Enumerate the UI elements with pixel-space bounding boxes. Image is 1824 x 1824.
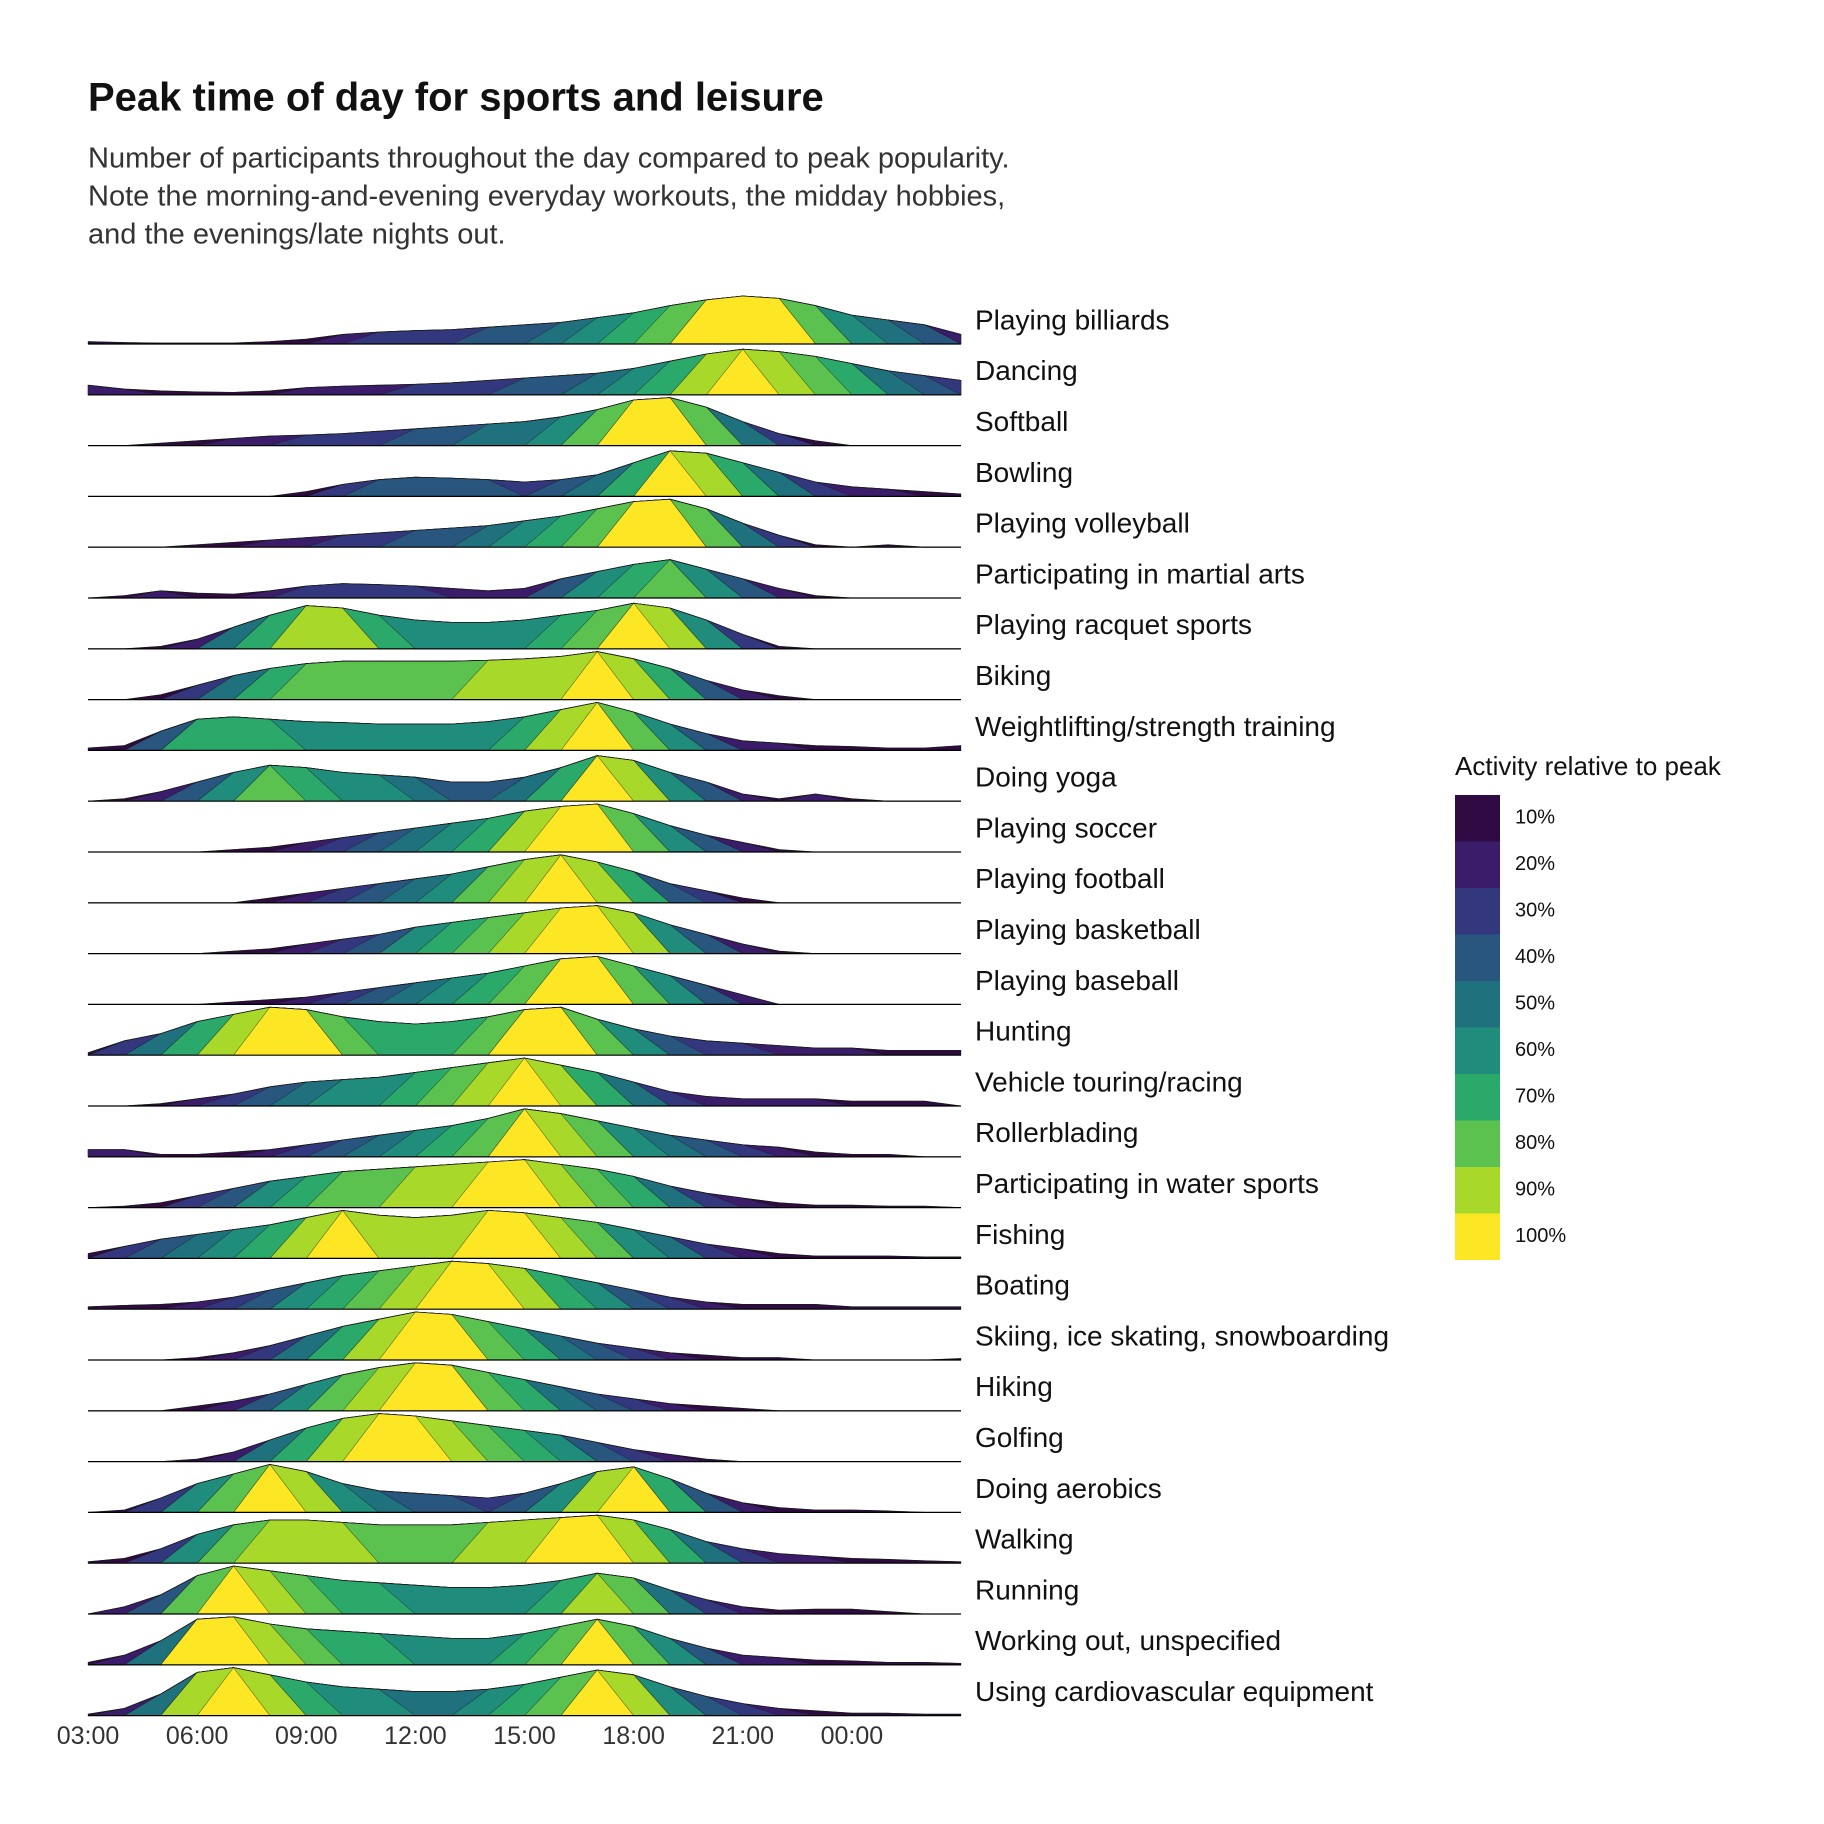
ridge-outline [87,1616,962,1664]
row-label: Fishing [975,1219,1065,1250]
ridge-outline [88,397,961,446]
legend-swatch [1455,934,1500,981]
ridge-outline [87,1006,961,1054]
row-label: Rollerblading [975,1117,1138,1148]
x-tick-label: 03:00 [57,1722,120,1750]
legend-swatch [1455,981,1500,1028]
ridge-outline [87,1209,961,1258]
row-label: Playing volleyball [975,508,1190,539]
legend-label: 50% [1515,992,1555,1014]
row-label: Participating in water sports [975,1168,1319,1199]
chart-title: Peak time of day for sports and leisure [88,76,824,120]
legend-swatch [1455,1213,1500,1260]
x-tick-label: 06:00 [166,1722,229,1750]
row-label: Hunting [975,1016,1072,1047]
legend-swatch [1455,1167,1500,1214]
legend-label: 60% [1515,1039,1555,1061]
level-band [88,854,961,904]
ridge-outline [87,1463,961,1513]
ridge-outline [87,1565,961,1615]
legend-swatch [1455,795,1500,842]
subtitle: Number of participants throughout the da… [88,143,1010,175]
row-label: Biking [975,660,1051,691]
legend-label: 30% [1515,899,1555,921]
row-label: Hiking [975,1371,1053,1402]
row-label: Playing soccer [975,812,1157,843]
row-label: Walking [975,1524,1074,1555]
level-band [88,1108,961,1158]
row-label: Playing basketball [975,914,1201,945]
row-label: Playing billiards [975,304,1170,335]
legend-swatch [1455,1027,1500,1074]
row-label: Weightlifting/strength training [975,711,1336,742]
ridge-outline [87,295,962,344]
subtitle: and the evenings/late nights out. [88,219,506,251]
legend-label: 90% [1515,1178,1555,1200]
row-label: Using cardiovascular equipment [975,1676,1374,1707]
legend-label: 80% [1515,1132,1555,1154]
ridge-outline [87,1667,961,1715]
legend-label: 10% [1515,806,1555,828]
ridge-outline [87,701,962,749]
legend-label: 100% [1515,1225,1566,1247]
row-label: Dancing [975,355,1078,386]
legend-label: 40% [1515,946,1555,968]
subtitle: Note the morning-and-evening everyday wo… [88,181,1005,213]
row-label: Golfing [975,1422,1064,1453]
level-band [88,559,961,599]
row-label: Skiing, ice skating, snowboarding [975,1320,1389,1351]
row-label: Vehicle touring/racing [975,1066,1243,1097]
ridge-outline [87,1514,962,1563]
legend-label: 20% [1515,853,1555,875]
row-label: Doing yoga [975,762,1117,793]
level-band [88,956,961,1005]
row-label: Bowling [975,457,1073,488]
x-tick-label: 12:00 [384,1722,447,1750]
x-tick-label: 15:00 [493,1722,556,1750]
x-tick-label: 09:00 [275,1722,338,1750]
level-band [88,702,961,751]
ridge-outline [87,755,961,802]
row-label: Playing racquet sports [975,609,1252,640]
ridge-outline [87,1159,962,1208]
ridge-outline [87,559,961,599]
level-band [88,498,961,548]
ridge-outline [88,498,961,548]
x-tick-label: 18:00 [602,1722,665,1750]
ridge-outline [87,348,962,393]
legend-swatch [1455,1074,1500,1121]
row-label: Playing baseball [975,965,1179,996]
ridge-outline [88,1057,962,1107]
level-band [88,450,961,497]
legend-swatch [1455,841,1500,888]
row-label: Boating [975,1270,1070,1301]
ridge-outline [87,1260,961,1308]
row-label: Playing football [975,863,1165,894]
level-band [88,1311,961,1361]
legend-swatch [1455,888,1500,935]
x-tick-label: 21:00 [711,1722,774,1750]
row-label: Working out, unspecified [975,1625,1281,1656]
legend-swatch [1455,1120,1500,1167]
ridge-outline [88,1108,961,1158]
row-label: Running [975,1574,1079,1605]
legend-label: 70% [1515,1085,1555,1107]
row-label: Softball [975,406,1068,437]
level-band [88,1413,961,1462]
x-tick-label: 00:00 [821,1722,884,1750]
row-label: Participating in martial arts [975,558,1305,589]
legend-title: Activity relative to peak [1455,751,1722,781]
row-label: Doing aerobics [975,1473,1162,1504]
